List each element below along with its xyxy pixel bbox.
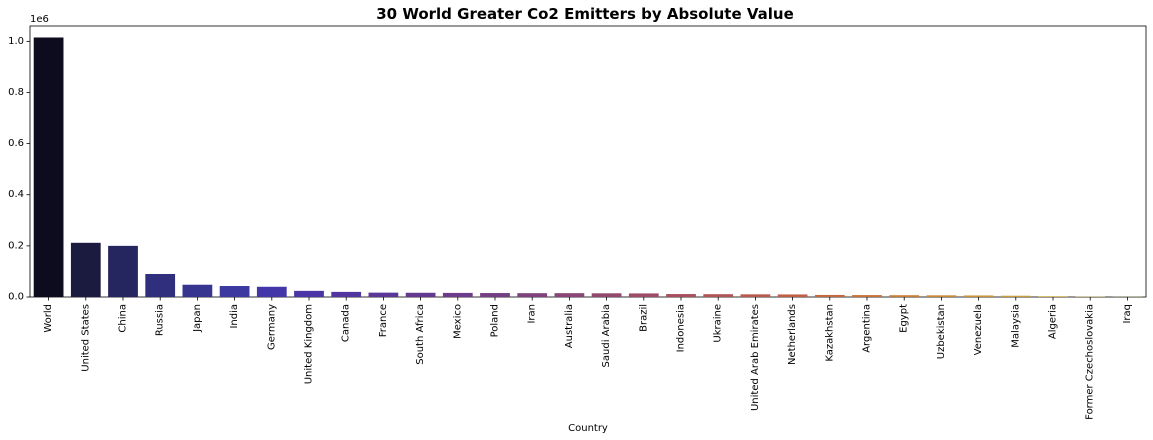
bar-egypt bbox=[889, 295, 920, 297]
bar-germany bbox=[256, 286, 287, 297]
bar-united-kingdom bbox=[294, 290, 324, 297]
bar-poland bbox=[480, 293, 510, 297]
bar-south-africa bbox=[405, 292, 436, 297]
bar-world bbox=[33, 37, 64, 297]
bar-saudi-arabia bbox=[591, 293, 622, 297]
x-tick-label: Venezuela bbox=[973, 304, 984, 355]
x-tick-label: Saudi Arabia bbox=[601, 304, 612, 367]
x-tick-label: United Kingdom bbox=[304, 304, 315, 384]
plot-area-frame bbox=[29, 25, 1147, 298]
bar-indonesia bbox=[666, 294, 696, 297]
x-axis-label: Country bbox=[568, 423, 608, 434]
y-tick-label: 0.2 bbox=[8, 240, 24, 251]
y-tick-label: 0.6 bbox=[8, 138, 24, 149]
bar-france bbox=[368, 292, 399, 297]
y-axis-offset-label: 1e6 bbox=[30, 14, 49, 25]
bar-iran bbox=[517, 293, 548, 297]
x-tick-label: Malaysia bbox=[1010, 304, 1021, 348]
bar-venezuela bbox=[963, 295, 994, 297]
x-tick-label: Kazakhstan bbox=[824, 304, 835, 362]
x-tick-label: India bbox=[229, 304, 240, 329]
x-tick-label: United States bbox=[80, 304, 91, 372]
bar-china bbox=[108, 245, 138, 297]
bar-mexico bbox=[442, 292, 473, 297]
bar-brazil bbox=[628, 293, 659, 297]
bar-ukraine bbox=[703, 294, 734, 297]
bar-argentina bbox=[852, 295, 882, 297]
bar-india bbox=[219, 286, 250, 297]
x-tick-label: Former Czechoslovakia bbox=[1085, 304, 1096, 420]
x-tick-label: South Africa bbox=[415, 304, 426, 365]
x-tick-label: Germany bbox=[266, 304, 277, 350]
x-tick-label: United Arab Emirates bbox=[750, 304, 761, 411]
x-tick-label: Australia bbox=[564, 304, 575, 348]
x-tick-label: China bbox=[118, 304, 129, 333]
x-tick-label: Canada bbox=[341, 304, 352, 342]
bar-malaysia bbox=[1000, 295, 1031, 297]
bar-australia bbox=[554, 293, 585, 297]
x-tick-label: World bbox=[43, 304, 54, 333]
y-tick-label: 0.8 bbox=[8, 87, 24, 98]
chart-title: 30 World Greater Co2 Emitters by Absolut… bbox=[376, 5, 794, 23]
bar-russia bbox=[145, 273, 176, 297]
x-tick-label: Algeria bbox=[1048, 304, 1059, 339]
x-tick-label: Iraq bbox=[1122, 304, 1133, 324]
x-tick-label: Uzbekistan bbox=[936, 304, 947, 359]
bar-uzbekistan bbox=[926, 295, 957, 297]
bar-united-states bbox=[70, 242, 101, 297]
bar-kazakhstan bbox=[814, 294, 845, 297]
bars-group bbox=[33, 37, 1143, 297]
x-tick-label: Netherlands bbox=[787, 304, 798, 365]
x-tick-label: Poland bbox=[490, 304, 501, 337]
x-tick-label: France bbox=[378, 304, 389, 337]
bar-united-arab-emirates bbox=[740, 294, 771, 297]
y-tick-label: 0.4 bbox=[8, 189, 24, 200]
x-tick-label: Brazil bbox=[638, 304, 649, 332]
x-tick-label: Ukraine bbox=[713, 304, 724, 343]
bar-algeria bbox=[1038, 296, 1068, 297]
x-tick-label: Mexico bbox=[452, 304, 463, 339]
y-tick-label: 1.0 bbox=[8, 36, 24, 47]
x-tick-label: Iran bbox=[527, 304, 538, 324]
x-axis: World United States China Russia Japan India G… bbox=[43, 297, 1133, 420]
y-axis: 0.0 0.2 0.4 0.6 0.8 1.0 bbox=[8, 36, 30, 303]
bar-canada bbox=[331, 291, 362, 297]
x-tick-label: Argentina bbox=[862, 304, 873, 353]
x-tick-label: Japan bbox=[192, 304, 203, 333]
x-tick-label: Russia bbox=[155, 304, 166, 336]
x-tick-label: Egypt bbox=[899, 304, 910, 333]
bar-japan bbox=[182, 284, 213, 297]
x-tick-label: Indonesia bbox=[676, 304, 687, 352]
bar-netherlands bbox=[777, 294, 808, 297]
y-tick-label: 0.0 bbox=[8, 292, 24, 303]
